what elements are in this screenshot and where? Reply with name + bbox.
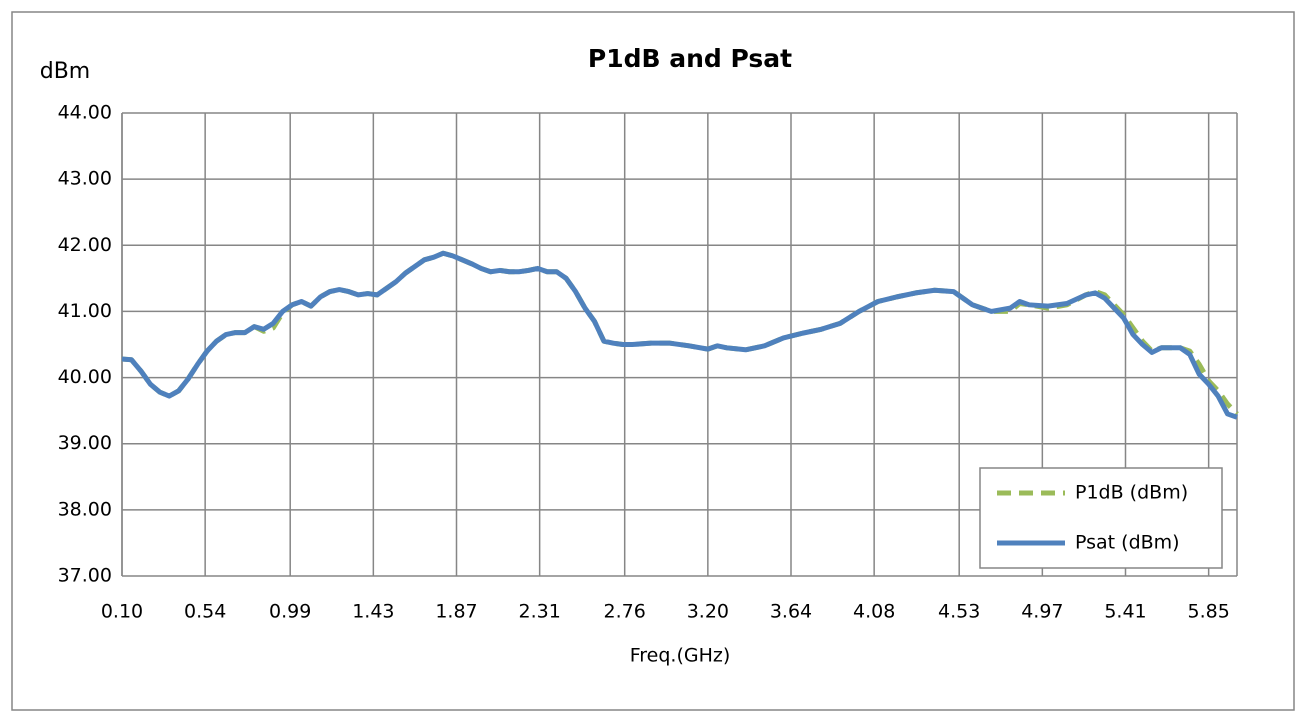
- x-tick-label: 0.10: [101, 601, 143, 623]
- x-tick-label: 4.53: [938, 601, 980, 623]
- y-tick-label: 43.00: [58, 168, 112, 190]
- y-tick-label: 37.00: [58, 565, 112, 587]
- x-tick-label: 3.20: [687, 601, 729, 623]
- y-tick-label: 39.00: [58, 432, 112, 454]
- chart-title: P1dB and Psat: [588, 44, 792, 73]
- x-tick-label: 2.31: [518, 601, 560, 623]
- x-tick-label: 0.54: [184, 601, 226, 623]
- legend-box: [979, 467, 1223, 569]
- legend-label: Psat (dBm): [1075, 532, 1180, 554]
- x-tick-label: 5.85: [1187, 601, 1229, 623]
- y-tick-label: 41.00: [58, 300, 112, 322]
- x-tick-label: 2.76: [604, 601, 646, 623]
- x-tick-label: 1.87: [435, 601, 477, 623]
- chart-border: [11, 11, 1295, 711]
- y-tick-label: 38.00: [58, 498, 112, 520]
- x-tick-label: 3.64: [770, 601, 812, 623]
- x-tick-label: 5.41: [1104, 601, 1146, 623]
- x-axis-label: Freq.(GHz): [630, 645, 731, 667]
- x-tick-label: 4.08: [853, 601, 895, 623]
- y-tick-label: 44.00: [58, 102, 112, 124]
- legend-label: P1dB (dBm): [1075, 482, 1188, 504]
- x-tick-label: 0.99: [269, 601, 311, 623]
- series-line: [121, 250, 1238, 420]
- x-tick-label: 4.97: [1021, 601, 1063, 623]
- y-tick-label: 40.00: [58, 366, 112, 388]
- y-tick-label: 42.00: [58, 234, 112, 256]
- y-axis-label: dBm: [40, 59, 91, 84]
- x-tick-label: 1.43: [352, 601, 394, 623]
